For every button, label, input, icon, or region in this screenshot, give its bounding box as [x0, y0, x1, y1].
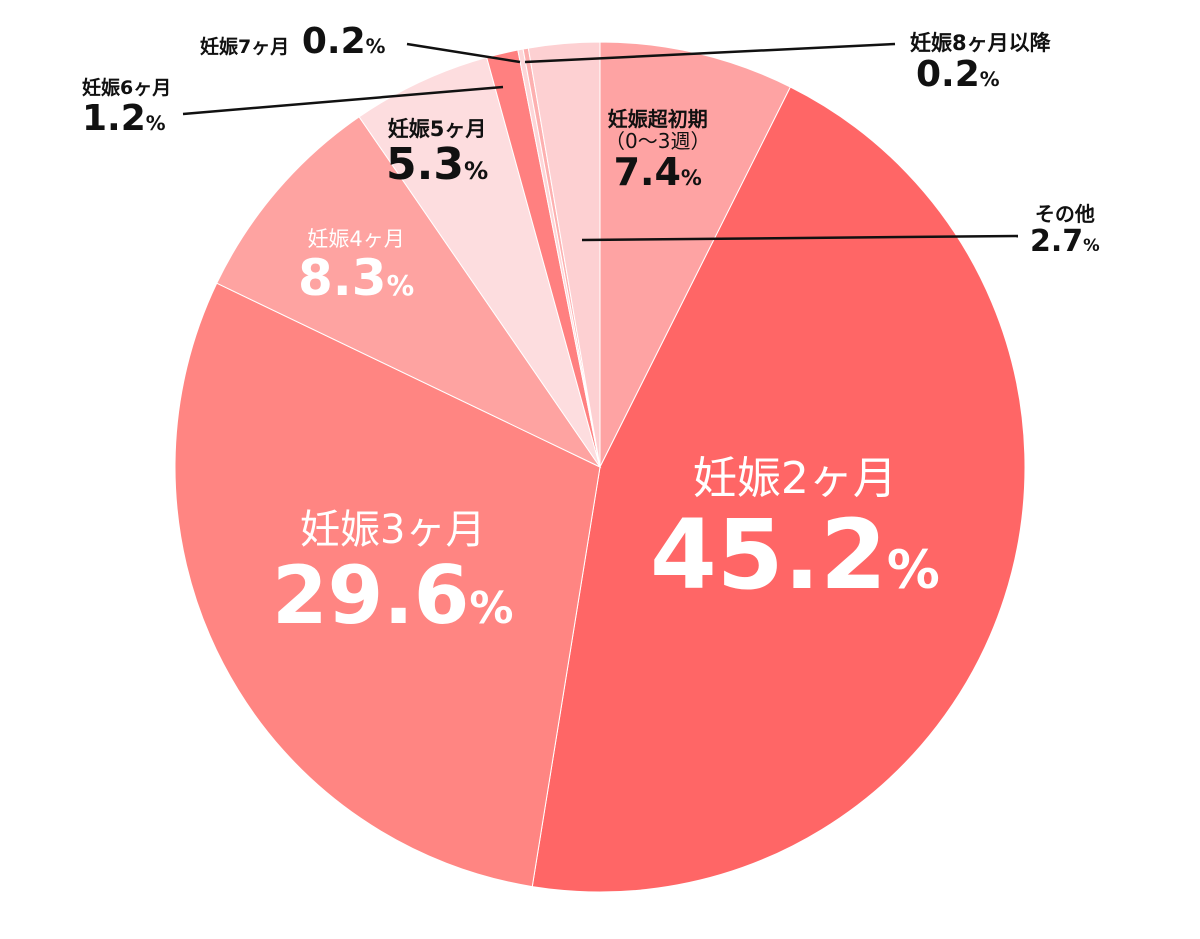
label-other: その他 2.7% [1030, 202, 1100, 259]
label-shochoki: 妊娠超初期 （0〜3週） 7.4% [605, 107, 711, 194]
label-6months: 妊娠6ヶ月 1.2% [82, 77, 172, 139]
label-4months: 妊娠4ヶ月 8.3% [298, 227, 415, 308]
leader-6months [182, 85, 504, 116]
pie-slice-4 [358, 56, 601, 468]
pie-slice-2 [174, 282, 601, 888]
label-8months-plus: 妊娠8ヶ月以降 0.2% [910, 31, 1051, 96]
label-2months: 妊娠2ヶ月 45.2% [650, 453, 940, 612]
label-7months: 妊娠7ヶ月 0.2% [200, 21, 386, 62]
label-3months: 妊娠3ヶ月 29.6% [272, 507, 514, 642]
leader-7months [406, 42, 521, 64]
pie-slice-8 [527, 41, 601, 468]
leader-other [581, 234, 1019, 242]
pie-slice-1 [531, 86, 1026, 893]
label-5months: 妊娠5ヶ月 5.3% [386, 117, 489, 191]
pie-slice-3 [216, 116, 602, 469]
leader-8months-plus [524, 42, 896, 64]
